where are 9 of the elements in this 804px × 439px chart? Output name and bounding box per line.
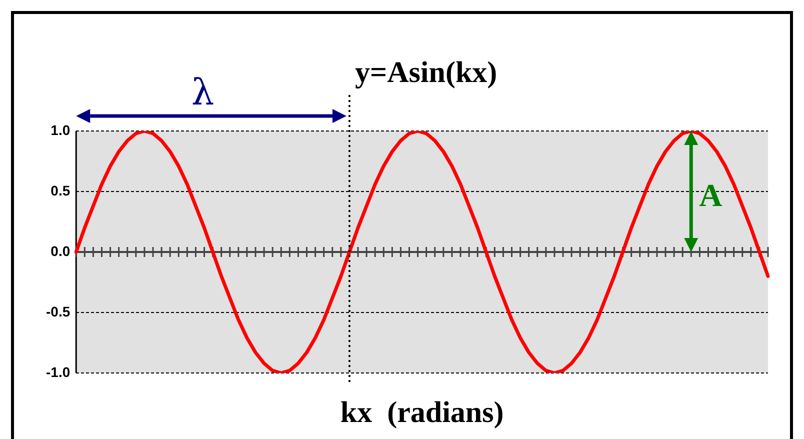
- y-tick-label: 0.0: [50, 242, 70, 259]
- y-tick-label: -0.5: [46, 303, 70, 320]
- y-tick-label: 1.0: [50, 122, 70, 138]
- chart-title: y=Asin(kx): [355, 56, 498, 89]
- text: λ: [191, 72, 214, 114]
- annotation: A: [699, 176, 722, 213]
- y-tick-label: -1.0: [46, 364, 70, 380]
- x-axis-title: kx (radians): [340, 396, 504, 429]
- y-tick-label: 0.5: [50, 182, 70, 198]
